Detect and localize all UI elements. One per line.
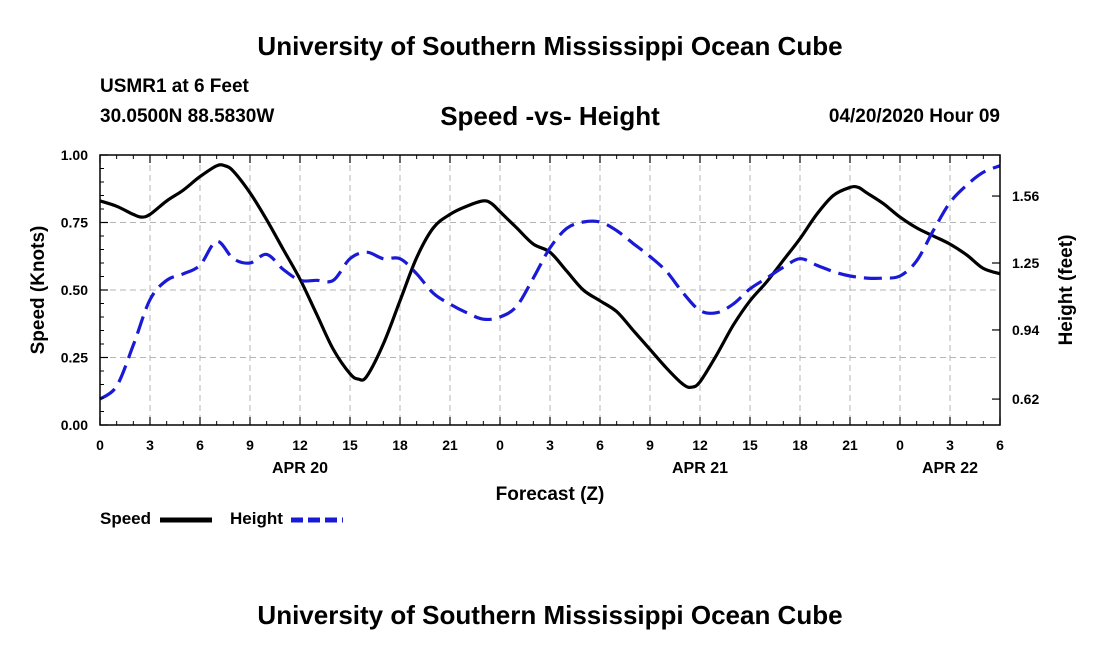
y-tick-label: 0.25 bbox=[61, 350, 88, 366]
y2-tick-label: 1.56 bbox=[1012, 188, 1039, 204]
x-axis-title: Forecast (Z) bbox=[496, 484, 605, 505]
y-tick-label: 0.75 bbox=[61, 215, 88, 231]
x-date-label: APR 22 bbox=[922, 460, 978, 477]
station-label: USMR1 at 6 Feet bbox=[100, 76, 249, 97]
x-tick-label: 6 bbox=[596, 437, 604, 453]
x-tick-label: 21 bbox=[842, 437, 858, 453]
x-tick-label: 18 bbox=[792, 437, 808, 453]
x-tick-label: 6 bbox=[996, 437, 1004, 453]
x-tick-label: 0 bbox=[896, 437, 904, 453]
x-tick-label: 3 bbox=[946, 437, 954, 453]
series bbox=[99, 163, 1001, 401]
speed-series-line bbox=[99, 163, 1001, 389]
grid bbox=[100, 155, 1000, 425]
x-tick-label: 0 bbox=[96, 437, 104, 453]
x-tick-label: 3 bbox=[146, 437, 154, 453]
footer-title: University of Southern Mississippi Ocean… bbox=[257, 600, 843, 630]
x-tick-label: 15 bbox=[742, 437, 758, 453]
x-tick-label: 18 bbox=[392, 437, 408, 453]
legend-speed-label: Speed bbox=[100, 509, 152, 528]
y2-axis-title: Height (feet) bbox=[1056, 235, 1077, 346]
x-date-label: APR 21 bbox=[672, 460, 728, 477]
x-tick-label: 15 bbox=[342, 437, 358, 453]
coordinates-label: 30.0500N 88.5830W bbox=[100, 106, 275, 127]
datetime-label: 04/20/2020 Hour 09 bbox=[828, 106, 1000, 127]
x-tick-label: 3 bbox=[546, 437, 554, 453]
y2-tick-label: 0.62 bbox=[1012, 391, 1039, 407]
y-axis-title: Speed (Knots) bbox=[28, 226, 49, 355]
y2-tick-label: 0.94 bbox=[1012, 322, 1039, 338]
axes: 0 3 6 9 12 15 18 21 0 3 6 9 12 15 18 21 0 3 6 0.00 0.25 0.50 0… bbox=[28, 147, 1077, 505]
y-tick-label: 0.00 bbox=[61, 417, 88, 433]
x-tick-label: 9 bbox=[246, 437, 254, 453]
height-series-line bbox=[99, 164, 1001, 401]
x-tick-label: 12 bbox=[692, 437, 708, 453]
x-tick-label: 12 bbox=[292, 437, 308, 453]
y-tick-label: 0.50 bbox=[61, 282, 88, 298]
x-tick-label: 6 bbox=[196, 437, 204, 453]
chart-subtitle: Speed -vs- Height bbox=[440, 101, 660, 131]
x-tick-label: 21 bbox=[442, 437, 458, 453]
legend-height-label: Height bbox=[230, 509, 283, 528]
chart-title: University of Southern Mississippi Ocean… bbox=[257, 31, 843, 61]
y2-tick-label: 1.25 bbox=[1012, 255, 1039, 271]
y-tick-label: 1.00 bbox=[61, 147, 88, 163]
x-tick-label: 9 bbox=[646, 437, 654, 453]
x-tick-label: 0 bbox=[496, 437, 504, 453]
x-date-label: APR 20 bbox=[272, 460, 328, 477]
